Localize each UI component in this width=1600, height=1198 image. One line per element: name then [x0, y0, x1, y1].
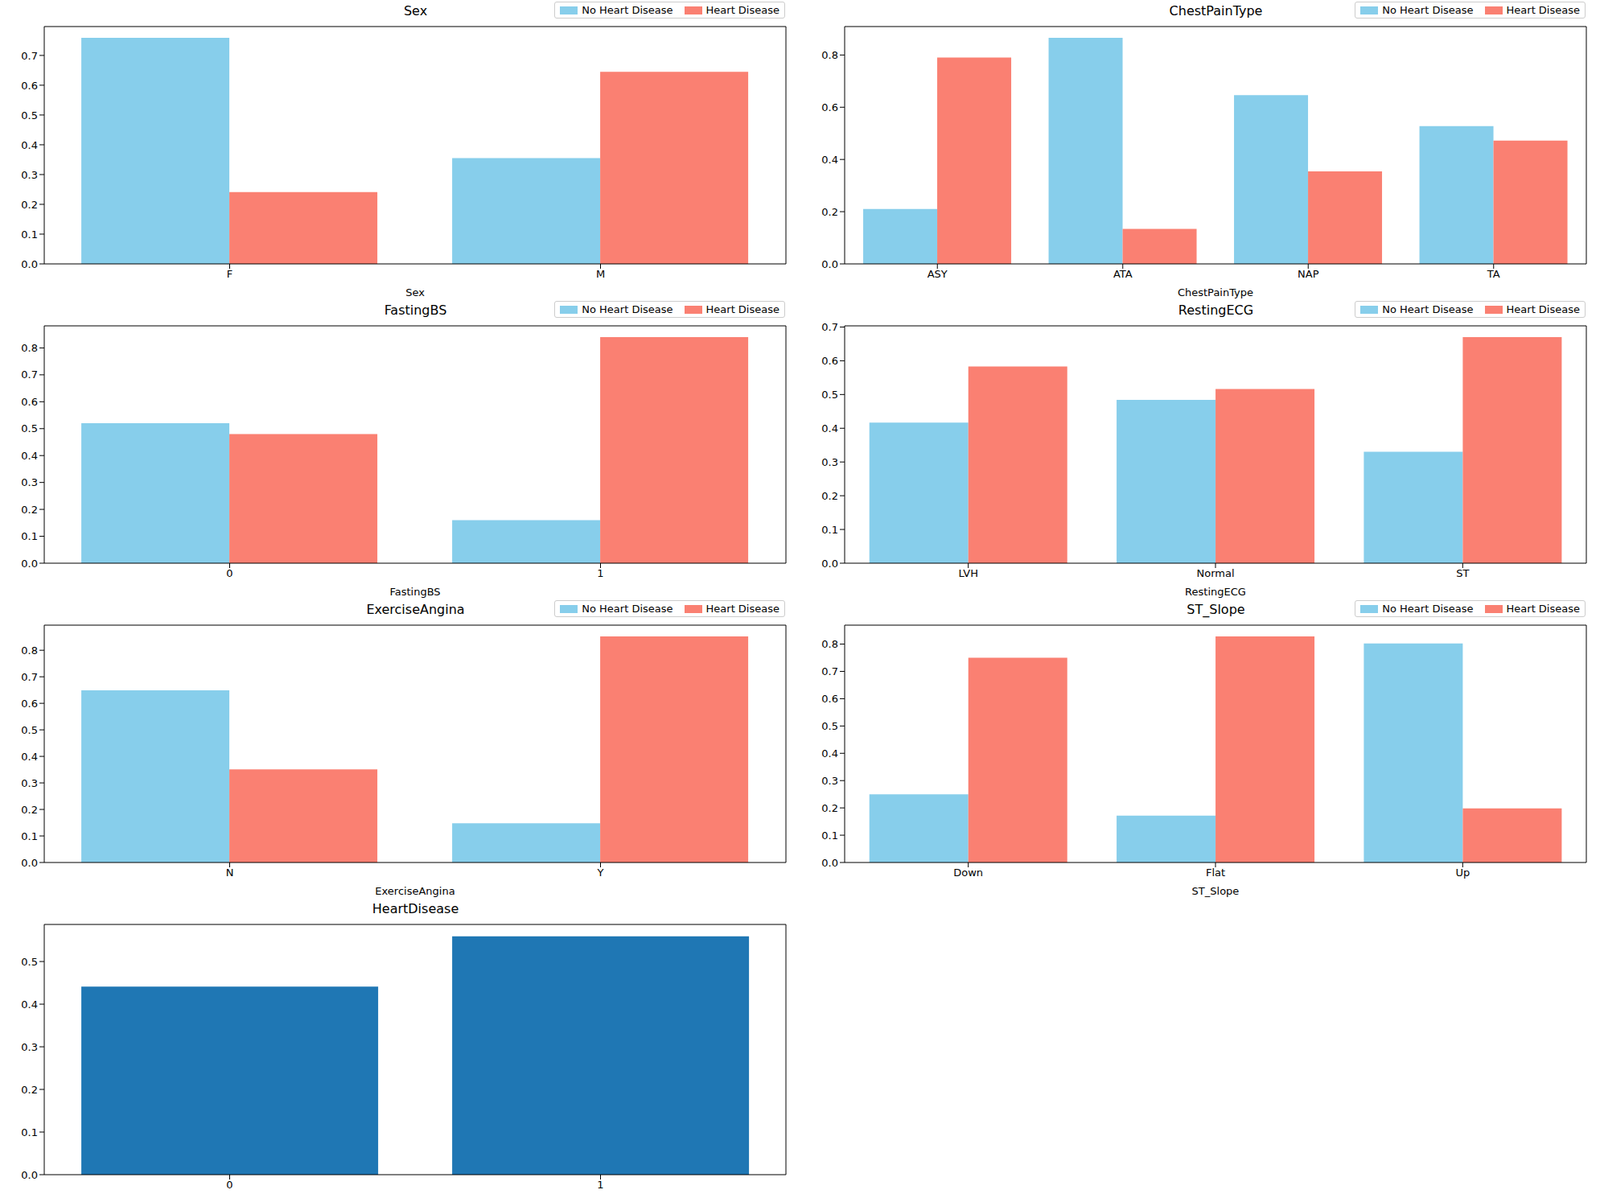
- svg-text:0.5: 0.5: [821, 719, 839, 733]
- svg-text:0.4: 0.4: [20, 750, 38, 763]
- svg-text:FastingBS: FastingBS: [389, 585, 441, 598]
- svg-text:0: 0: [226, 1178, 233, 1191]
- svg-text:0.7: 0.7: [20, 670, 38, 683]
- svg-text:0.1: 0.1: [821, 829, 839, 842]
- svg-text:Y: Y: [596, 866, 605, 879]
- html-text:Sex: Sex: [403, 3, 428, 19]
- svg-text:0.6: 0.6: [20, 395, 38, 408]
- svg-text:NAP: NAP: [1297, 267, 1320, 280]
- svg-text:0.4: 0.4: [20, 998, 38, 1011]
- html-text:RestingECG: RestingECG: [1178, 302, 1254, 318]
- svg-text:0.0: 0.0: [20, 1168, 38, 1181]
- svg-text:0.0: 0.0: [821, 856, 839, 869]
- svg-text:RestingECG: RestingECG: [1184, 585, 1247, 598]
- svg-text:0.1: 0.1: [20, 830, 38, 843]
- svg-text:0.4: 0.4: [821, 422, 839, 435]
- svg-text:0.0: 0.0: [821, 258, 839, 271]
- svg-text:0.4: 0.4: [20, 139, 38, 152]
- svg-text:0.4: 0.4: [20, 449, 38, 462]
- html-text:Heart Disease: Heart Disease: [1506, 602, 1580, 615]
- svg-text:0.6: 0.6: [20, 697, 38, 710]
- svg-text:0.1: 0.1: [821, 523, 839, 536]
- html-text:Heart Disease: Heart Disease: [705, 602, 780, 615]
- svg-text:0.5: 0.5: [20, 422, 38, 435]
- svg-text:0.2: 0.2: [20, 198, 38, 211]
- svg-text:0.1: 0.1: [20, 530, 38, 543]
- svg-text:LVH: LVH: [958, 567, 978, 580]
- svg-text:0.3: 0.3: [821, 456, 839, 469]
- svg-text:0.5: 0.5: [20, 723, 38, 737]
- html-text:ST_Slope: ST_Slope: [1186, 601, 1246, 617]
- svg-text:0.7: 0.7: [20, 49, 38, 62]
- svg-text:0.0: 0.0: [821, 557, 839, 570]
- svg-text:0.6: 0.6: [821, 692, 839, 705]
- svg-text:0.5: 0.5: [20, 955, 38, 968]
- svg-text:ExerciseAngina: ExerciseAngina: [374, 884, 455, 897]
- svg-text:M: M: [596, 267, 605, 280]
- svg-text:0.8: 0.8: [821, 49, 839, 62]
- svg-text:1: 1: [596, 567, 604, 580]
- svg-text:0.0: 0.0: [20, 258, 38, 271]
- html-text:No Heart Disease: No Heart Disease: [581, 303, 673, 316]
- svg-text:0.0: 0.0: [20, 557, 38, 570]
- svg-text:ASY: ASY: [927, 267, 948, 280]
- svg-text:ChestPainType: ChestPainType: [1177, 286, 1254, 299]
- svg-text:0.8: 0.8: [821, 637, 839, 650]
- svg-text:ATA: ATA: [1113, 267, 1133, 280]
- html-text:No Heart Disease: No Heart Disease: [1382, 602, 1474, 615]
- svg-text:0.2: 0.2: [821, 802, 839, 815]
- html-text:Heart Disease: Heart Disease: [1506, 303, 1580, 316]
- html-text:ExerciseAngina: ExerciseAngina: [366, 601, 465, 617]
- svg-text:0.2: 0.2: [20, 803, 38, 816]
- svg-text:TA: TA: [1486, 267, 1501, 280]
- svg-text:0.6: 0.6: [821, 101, 839, 114]
- svg-text:0.6: 0.6: [821, 354, 839, 367]
- html-text:FastingBS: FastingBS: [384, 302, 447, 318]
- html-text:HeartDisease: HeartDisease: [372, 900, 459, 917]
- svg-text:0.0: 0.0: [20, 856, 38, 869]
- svg-text:0.5: 0.5: [20, 109, 38, 122]
- svg-text:0.7: 0.7: [821, 320, 839, 334]
- html-text:No Heart Disease: No Heart Disease: [1382, 4, 1474, 17]
- svg-text:Down: Down: [953, 866, 984, 879]
- html-text:Heart Disease: Heart Disease: [705, 4, 780, 17]
- html-text:ChestPainType: ChestPainType: [1169, 3, 1263, 19]
- svg-text:0.4: 0.4: [821, 153, 839, 166]
- svg-text:0.1: 0.1: [20, 228, 38, 241]
- svg-text:0.7: 0.7: [821, 665, 839, 678]
- svg-text:0.4: 0.4: [821, 747, 839, 760]
- svg-text:0.2: 0.2: [20, 1083, 38, 1096]
- html-text:No Heart Disease: No Heart Disease: [581, 4, 673, 17]
- svg-text:0.8: 0.8: [20, 644, 38, 657]
- html-text:No Heart Disease: No Heart Disease: [581, 602, 673, 615]
- svg-text:0.8: 0.8: [20, 341, 38, 354]
- svg-text:1: 1: [596, 1178, 604, 1191]
- svg-text:ST: ST: [1456, 567, 1469, 580]
- svg-text:Normal: Normal: [1196, 567, 1234, 580]
- svg-text:0.3: 0.3: [20, 1040, 38, 1053]
- svg-text:Flat: Flat: [1205, 866, 1226, 879]
- svg-text:0.3: 0.3: [20, 168, 38, 181]
- svg-text:F: F: [226, 267, 233, 280]
- svg-text:0.1: 0.1: [20, 1126, 38, 1139]
- svg-text:Up: Up: [1455, 866, 1470, 879]
- svg-text:0: 0: [226, 567, 233, 580]
- svg-text:N: N: [226, 866, 235, 879]
- svg-text:0.2: 0.2: [20, 503, 38, 516]
- svg-text:0.3: 0.3: [821, 774, 839, 787]
- html-text:No Heart Disease: No Heart Disease: [1382, 303, 1474, 316]
- svg-text:ST_Slope: ST_Slope: [1192, 884, 1240, 897]
- svg-text:0.6: 0.6: [20, 79, 38, 92]
- svg-text:0.3: 0.3: [20, 777, 38, 790]
- svg-text:0.7: 0.7: [20, 368, 38, 381]
- svg-text:0.5: 0.5: [821, 388, 839, 401]
- html-text:Heart Disease: Heart Disease: [1506, 4, 1580, 17]
- svg-text:0.2: 0.2: [821, 489, 839, 502]
- html-text:Heart Disease: Heart Disease: [705, 303, 780, 316]
- svg-text:0.3: 0.3: [20, 476, 38, 489]
- svg-text:0.2: 0.2: [821, 205, 839, 218]
- svg-text:Sex: Sex: [405, 286, 425, 299]
